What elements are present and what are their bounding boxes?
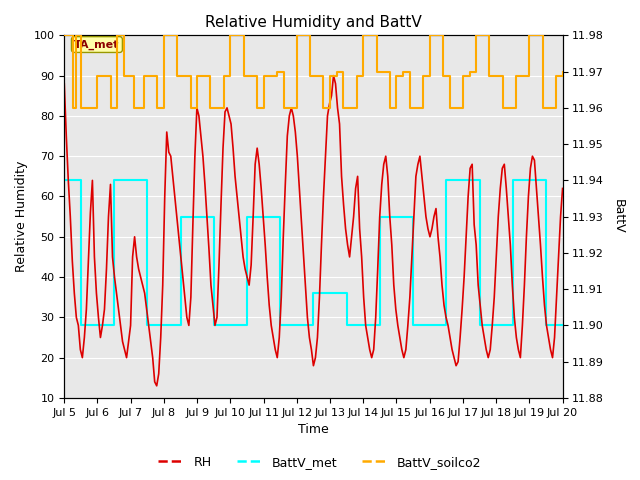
- Y-axis label: Relative Humidity: Relative Humidity: [15, 161, 28, 272]
- Y-axis label: BattV: BattV: [612, 199, 625, 234]
- Legend: RH, BattV_met, BattV_soilco2: RH, BattV_met, BattV_soilco2: [154, 451, 486, 474]
- Text: TA_met: TA_met: [74, 39, 120, 50]
- Title: Relative Humidity and BattV: Relative Humidity and BattV: [205, 15, 422, 30]
- X-axis label: Time: Time: [298, 423, 329, 436]
